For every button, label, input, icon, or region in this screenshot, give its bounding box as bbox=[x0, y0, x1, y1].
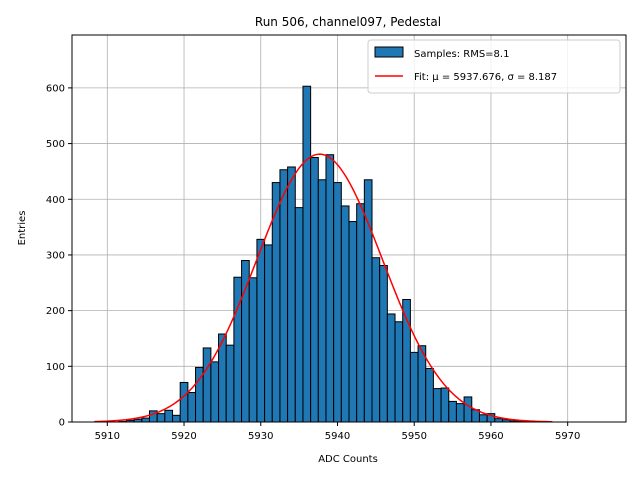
histogram-bar bbox=[478, 414, 488, 423]
y-axis-ticks: 0 100 200 300 400 500 600 bbox=[46, 83, 72, 429]
histogram-bar bbox=[248, 277, 258, 423]
y-tick-label: 100 bbox=[46, 362, 65, 373]
x-tick-label: 5950 bbox=[401, 431, 426, 442]
histogram-bar bbox=[455, 403, 465, 423]
y-tick-label: 600 bbox=[46, 83, 65, 94]
histogram-bar bbox=[310, 157, 319, 423]
histogram-bar bbox=[409, 351, 419, 423]
chart-title: Run 506, channel097, Pedestal bbox=[255, 15, 441, 29]
x-tick-label: 5940 bbox=[325, 431, 350, 442]
y-tick-label: 400 bbox=[46, 195, 65, 206]
gaussian-fit-line bbox=[94, 153, 553, 423]
x-tick-label: 5970 bbox=[555, 431, 580, 442]
histogram-bar bbox=[348, 221, 358, 423]
histogram-bar bbox=[187, 391, 197, 423]
legend-samples-label: Samples: RMS=8.1 bbox=[414, 49, 509, 60]
histogram-bar bbox=[164, 409, 174, 423]
histogram-bar bbox=[179, 381, 189, 423]
x-axis-label: ADC Counts bbox=[318, 454, 378, 465]
histogram-bar bbox=[233, 276, 243, 423]
y-tick-label: 500 bbox=[46, 139, 65, 150]
plot-frame bbox=[71, 34, 627, 423]
histogram-bar bbox=[287, 166, 296, 423]
histogram-bar bbox=[494, 418, 503, 423]
histogram-bar bbox=[256, 238, 266, 423]
histogram-bars bbox=[118, 85, 526, 423]
histogram-bar bbox=[279, 169, 289, 423]
histogram-bar bbox=[325, 154, 335, 423]
x-tick-label: 5910 bbox=[95, 431, 120, 442]
histogram-bar bbox=[317, 179, 327, 423]
histogram-bar bbox=[225, 344, 235, 423]
histogram-bar bbox=[264, 244, 273, 423]
histogram-bar bbox=[202, 347, 212, 423]
y-tick-label: 300 bbox=[46, 250, 65, 261]
histogram-bar bbox=[371, 257, 381, 423]
histogram-bar bbox=[448, 400, 457, 423]
x-tick-label: 5920 bbox=[171, 431, 196, 442]
histogram-bar bbox=[386, 313, 396, 423]
y-axis-label: Entries bbox=[17, 211, 28, 246]
histogram-bar bbox=[440, 387, 450, 423]
histogram-bar bbox=[156, 413, 166, 423]
histogram-bar bbox=[210, 361, 220, 423]
legend-fit-label: Fit: μ = 5937.676, σ = 8.187 bbox=[414, 72, 557, 83]
histogram-bar bbox=[340, 205, 350, 423]
histogram-bar bbox=[432, 388, 442, 423]
y-tick-label: 200 bbox=[46, 306, 65, 317]
histogram-bar bbox=[425, 368, 434, 423]
legend: Samples: RMS=8.1 Fit: μ = 5937.676, σ = … bbox=[367, 39, 621, 94]
x-axis-ticks: 5910 5920 5930 5940 5950 5960 5970 bbox=[95, 422, 580, 442]
histogram-bar bbox=[294, 207, 304, 423]
histogram-bar bbox=[356, 203, 365, 423]
histogram-bar bbox=[333, 182, 342, 423]
histogram-bar bbox=[417, 345, 427, 423]
y-tick-label: 0 bbox=[59, 418, 65, 429]
histogram-bar bbox=[141, 417, 150, 423]
legend-box bbox=[367, 39, 621, 94]
histogram-bar bbox=[302, 85, 312, 423]
x-tick-label: 5930 bbox=[248, 431, 273, 442]
histogram-bar bbox=[172, 414, 181, 423]
histogram-bar bbox=[394, 321, 404, 423]
legend-samples-swatch bbox=[374, 46, 404, 58]
x-tick-label: 5960 bbox=[478, 431, 503, 442]
histogram-bar bbox=[379, 265, 388, 423]
histogram-bar bbox=[463, 396, 473, 423]
histogram-bar bbox=[241, 260, 250, 423]
